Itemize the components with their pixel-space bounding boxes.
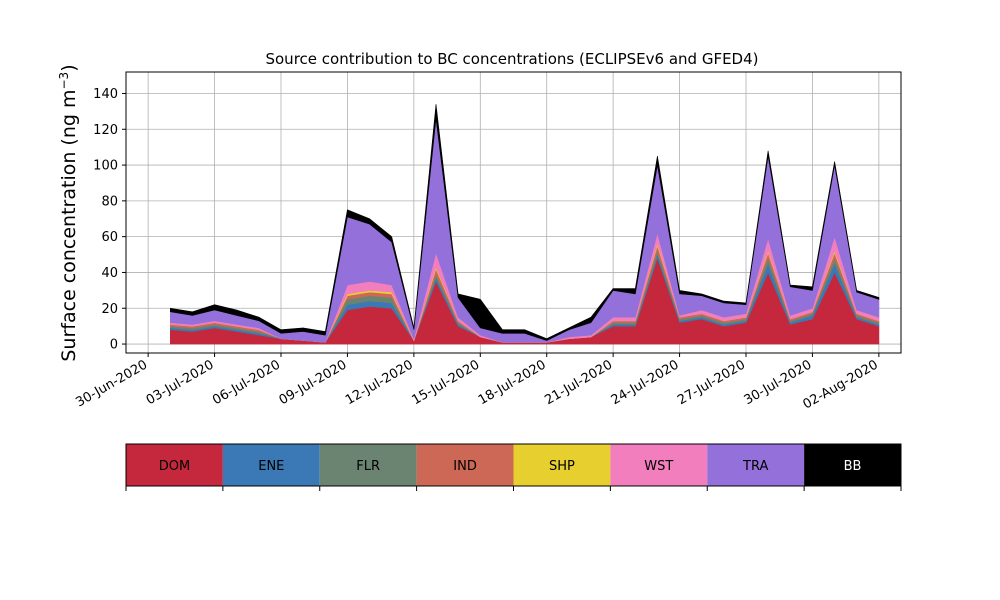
x-tick-label: 15-Jul-2020 [409,357,482,408]
legend-label-bb: BB [844,459,862,474]
x-axis: 30-Jun-202003-Jul-202006-Jul-202009-Jul-… [73,353,881,413]
x-tick-label: 09-Jul-2020 [277,357,350,408]
legend-label-flr: FLR [356,459,380,474]
y-axis-label: Surface concentration (ng m−3) [57,64,80,361]
legend-label-tra: TRA [742,459,768,474]
plot-frame [125,71,902,354]
y-tick-label: 60 [101,230,118,245]
area-bb [170,104,880,341]
x-tick-label: 06-Jul-2020 [210,357,283,408]
legend-swatch-ind [416,444,514,486]
legend-swatch-shp [513,444,611,486]
legend-colorbar: DOM ENE FLR IND SHP WST TRA BB [125,443,902,491]
y-tick-label: 0 [110,338,118,353]
legend-swatch-ene [222,444,320,486]
x-tick-label: 03-Jul-2020 [144,357,217,408]
y-axis: 0 20 40 60 80 100 120 140 [93,87,126,353]
y-tick-label: 80 [101,194,118,209]
stacked-areas [170,104,880,345]
chart-title: Source contribution to BC concentrations… [265,50,758,68]
x-tick-label: 12-Jul-2020 [343,357,416,408]
legend-label-shp: SHP [549,459,575,474]
y-tick-label: 120 [93,123,118,138]
legend-label-dom: DOM [159,459,190,474]
y-tick-label: 140 [93,87,118,102]
legend-label-ind: IND [453,459,477,474]
legend-swatch-flr [319,444,417,486]
x-tick-label: 21-Jul-2020 [542,357,615,408]
x-tick-label: 02-Aug-2020 [801,357,881,412]
x-tick-label: 18-Jul-2020 [476,357,549,408]
legend-swatch-bb [804,444,901,486]
y-tick-label: 100 [93,159,118,174]
y-tick-label: 40 [101,266,118,281]
legend-label-wst: WST [644,459,673,474]
legend-swatch-wst [610,444,708,486]
x-tick-label: 27-Jul-2020 [675,357,748,408]
legend-swatch-tra [707,444,805,486]
x-tick-label: 24-Jul-2020 [609,357,682,408]
legend-label-ene: ENE [258,459,284,474]
x-tick-label: 30-Jun-2020 [73,357,150,410]
legend-swatch-dom [126,444,223,486]
y-tick-label: 20 [101,302,118,317]
